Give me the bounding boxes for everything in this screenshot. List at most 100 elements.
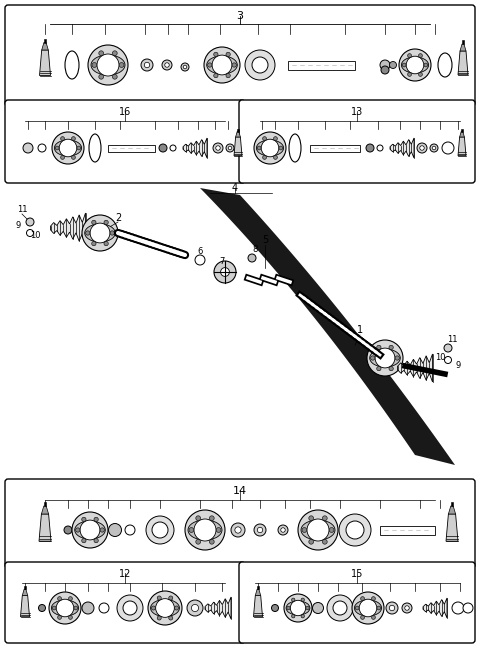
Polygon shape [460,132,464,137]
Circle shape [82,517,86,522]
Circle shape [88,45,128,85]
Polygon shape [446,514,458,541]
Circle shape [94,517,98,522]
Circle shape [389,605,395,611]
Circle shape [72,155,75,159]
Ellipse shape [65,51,79,79]
Circle shape [406,56,424,74]
FancyBboxPatch shape [5,5,475,106]
Polygon shape [461,129,463,132]
Circle shape [196,516,201,520]
Circle shape [216,146,220,150]
Circle shape [226,74,230,78]
Circle shape [117,595,143,621]
Circle shape [214,52,218,57]
Circle shape [432,146,436,150]
Circle shape [123,601,137,615]
FancyBboxPatch shape [239,100,475,183]
Ellipse shape [256,140,284,156]
Text: 8: 8 [252,245,258,255]
Circle shape [323,540,327,544]
Polygon shape [41,506,48,514]
Text: 3: 3 [237,11,243,21]
Circle shape [327,595,353,621]
Polygon shape [451,502,453,506]
Circle shape [278,525,288,535]
Bar [380,526,435,534]
Circle shape [386,602,398,614]
Circle shape [377,606,381,610]
Circle shape [228,146,232,150]
Circle shape [196,540,201,544]
Circle shape [221,268,229,276]
Circle shape [97,54,119,76]
Circle shape [298,510,338,550]
Circle shape [38,605,46,611]
Circle shape [274,155,277,159]
Circle shape [359,599,377,617]
Text: 2: 2 [115,213,121,223]
Circle shape [99,74,104,79]
Circle shape [207,63,212,67]
Circle shape [257,527,263,533]
Circle shape [92,220,96,224]
Circle shape [417,143,427,153]
Circle shape [274,137,277,141]
Circle shape [214,261,236,283]
Circle shape [112,74,117,79]
Circle shape [291,615,295,618]
Circle shape [165,63,169,67]
Circle shape [100,528,104,532]
Polygon shape [200,188,455,465]
Circle shape [226,52,230,57]
Polygon shape [253,595,263,617]
Polygon shape [236,132,240,137]
Circle shape [408,72,411,76]
Text: 16: 16 [119,107,131,117]
Circle shape [245,50,275,80]
Ellipse shape [75,521,105,539]
Polygon shape [458,137,466,156]
Circle shape [195,255,205,265]
Circle shape [38,144,46,152]
Circle shape [189,528,194,532]
Circle shape [442,142,454,154]
Circle shape [235,527,241,533]
Circle shape [395,356,399,360]
Circle shape [377,345,381,349]
Polygon shape [22,590,28,595]
Circle shape [69,615,72,619]
Circle shape [463,603,473,613]
Circle shape [52,132,84,164]
Polygon shape [42,43,48,50]
Circle shape [355,606,359,610]
Ellipse shape [151,599,180,617]
Circle shape [110,231,114,235]
Circle shape [366,144,374,152]
Circle shape [85,231,90,235]
Circle shape [26,218,34,226]
Circle shape [82,215,118,251]
Polygon shape [397,354,432,382]
Circle shape [430,144,438,152]
Polygon shape [24,586,26,590]
Circle shape [185,510,225,550]
Polygon shape [234,137,242,156]
Polygon shape [423,598,447,618]
Circle shape [99,51,104,56]
Circle shape [419,54,422,57]
Circle shape [339,514,371,546]
Circle shape [82,602,94,614]
Circle shape [301,598,304,601]
Circle shape [214,74,218,78]
Circle shape [157,616,161,620]
Polygon shape [255,590,261,595]
Circle shape [55,146,59,150]
Circle shape [375,348,395,368]
Circle shape [402,63,406,67]
Polygon shape [205,597,231,619]
Circle shape [279,146,283,150]
Circle shape [306,606,309,610]
Ellipse shape [188,520,222,540]
Circle shape [74,606,78,610]
